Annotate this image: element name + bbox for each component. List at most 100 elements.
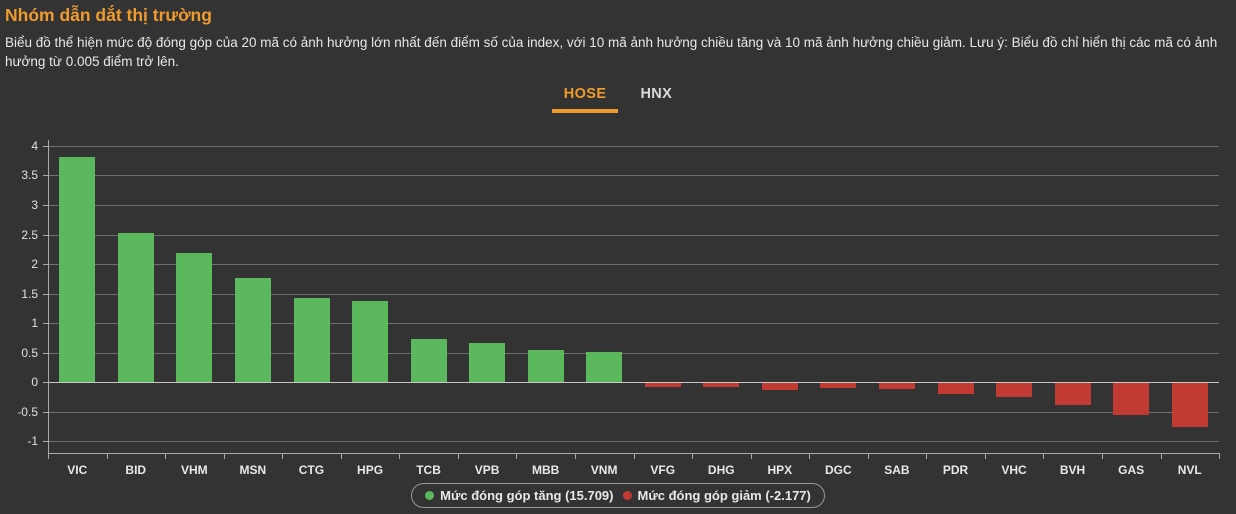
- legend-item-down[interactable]: Mức đóng góp giảm (-2.177): [622, 488, 811, 503]
- x-axis-tick: [223, 453, 225, 459]
- page-title: Nhóm dẫn dắt thị trường: [5, 5, 212, 25]
- x-axis-tick: [1160, 453, 1162, 459]
- tab-hose[interactable]: HOSE: [551, 82, 619, 113]
- x-label-VNM: VNM: [590, 463, 618, 477]
- x-label-SAB: SAB: [884, 463, 910, 477]
- y-tick-2: [43, 264, 48, 265]
- bar-DHG[interactable]: [703, 383, 740, 387]
- x-axis-tick: [48, 453, 49, 459]
- bar-DGC[interactable]: [820, 383, 857, 389]
- bar-CTG[interactable]: [293, 297, 330, 383]
- x-axis-tick: [809, 453, 811, 459]
- y-tick-3.5: [43, 175, 48, 177]
- x-label-TCB: TCB: [416, 463, 441, 477]
- gridline-3.5: [48, 175, 1219, 177]
- bar-TCB[interactable]: [410, 339, 447, 383]
- down-series-dot-icon: [622, 491, 632, 500]
- bar-BID[interactable]: [117, 232, 154, 383]
- x-label-DGC: DGC: [825, 463, 852, 477]
- y-axis-label--0.5: -0.5: [17, 404, 38, 419]
- x-axis-tick: [165, 453, 167, 459]
- bar-MSN[interactable]: [234, 278, 271, 383]
- x-axis-tick: [340, 453, 342, 459]
- chart-legend: Mức đóng góp tăng (15.709) Mức đóng góp …: [0, 483, 1236, 508]
- gridline-2.5: [48, 234, 1219, 236]
- x-label-VHM: VHM: [181, 463, 208, 477]
- x-axis-tick: [574, 453, 576, 459]
- x-label-VFG: VFG: [650, 463, 676, 477]
- x-label-MSN: MSN: [239, 463, 267, 477]
- x-axis-tick: [457, 453, 459, 459]
- y-tick-2.5: [43, 234, 48, 236]
- bar-VIC[interactable]: [59, 156, 96, 383]
- y-axis-label-3: 3: [31, 198, 38, 212]
- y-tick--0.5: [43, 411, 48, 413]
- x-axis-tick: [399, 453, 401, 459]
- gridline-0: [48, 382, 1219, 384]
- bar-HPG[interactable]: [352, 301, 388, 383]
- bar-GAS[interactable]: [1113, 383, 1150, 415]
- bar-MBB[interactable]: [527, 349, 564, 383]
- y-axis-label-1: 1: [31, 316, 38, 331]
- x-axis-tick: [984, 453, 986, 459]
- gridline-1: [48, 323, 1219, 325]
- gridline-2: [48, 264, 1219, 265]
- legend-item-up[interactable]: Mức đóng góp tăng (15.709): [425, 488, 614, 503]
- legend-up-label: Mức đóng góp tăng (15.709): [440, 488, 614, 503]
- y-axis-label--1: -1: [27, 434, 38, 449]
- bar-PDR[interactable]: [937, 383, 974, 395]
- y-axis-label-0.5: 0.5: [21, 345, 38, 360]
- x-label-BVH: BVH: [1059, 463, 1086, 477]
- gridline--1: [48, 441, 1219, 443]
- chart-description: Biểu đồ thể hiện mức độ đóng góp của 20 …: [5, 35, 1218, 69]
- y-axis-label-2.5: 2.5: [21, 227, 38, 242]
- x-label-HPX: HPX: [767, 463, 793, 477]
- x-label-VIC: VIC: [67, 463, 88, 477]
- x-label-CTG: CTG: [298, 463, 325, 477]
- x-axis-tick: [633, 453, 635, 459]
- bar-NVL[interactable]: [1171, 383, 1208, 427]
- x-axis-tick: [926, 453, 928, 459]
- y-tick--1: [43, 441, 48, 443]
- x-axis-tick: [1043, 453, 1045, 459]
- y-tick-1: [43, 323, 48, 325]
- y-tick-4: [43, 145, 48, 147]
- x-label-VHC: VHC: [1001, 463, 1027, 477]
- bar-VNM[interactable]: [586, 352, 623, 383]
- x-label-GAS: GAS: [1118, 463, 1145, 477]
- x-axis-tick: [1101, 453, 1103, 459]
- y-axis-label-3.5: 3.5: [21, 168, 38, 183]
- y-axis-label-1.5: 1.5: [21, 286, 38, 301]
- x-axis-tick: [750, 453, 752, 459]
- x-axis-tick: [867, 453, 869, 459]
- x-axis-tick: [106, 453, 108, 459]
- bar-SAB[interactable]: [879, 383, 915, 389]
- tab-hnx[interactable]: HNX: [640, 86, 673, 102]
- legend-down-label: Mức đóng góp giảm (-2.177): [637, 488, 811, 503]
- bar-VPB[interactable]: [469, 343, 506, 383]
- x-label-BID: BID: [125, 463, 147, 477]
- y-tick-1.5: [43, 293, 48, 295]
- x-axis-tick: [282, 453, 284, 459]
- x-axis-tick: [516, 453, 518, 459]
- bar-VHC[interactable]: [996, 383, 1033, 398]
- bar-BVH[interactable]: [1054, 383, 1091, 405]
- bar-VHM[interactable]: [176, 252, 213, 383]
- x-axis-tick: [1219, 453, 1220, 459]
- gridline-3: [48, 205, 1219, 206]
- x-label-MBB: MBB: [531, 463, 560, 477]
- y-axis-line: [48, 140, 49, 453]
- bar-HPX[interactable]: [761, 383, 798, 390]
- x-label-NVL: NVL: [1177, 463, 1202, 477]
- y-axis-label-4: 4: [31, 138, 38, 153]
- x-label-DHG: DHG: [707, 463, 735, 477]
- x-label-VPB: VPB: [474, 463, 500, 477]
- y-tick-3: [43, 205, 48, 206]
- y-axis-label-2: 2: [31, 257, 38, 271]
- gridline-4: [48, 145, 1219, 147]
- bar-VFG[interactable]: [644, 383, 681, 388]
- x-label-PDR: PDR: [942, 463, 969, 477]
- gridline--0.5: [48, 411, 1219, 413]
- x-label-HPG: HPG: [357, 463, 384, 477]
